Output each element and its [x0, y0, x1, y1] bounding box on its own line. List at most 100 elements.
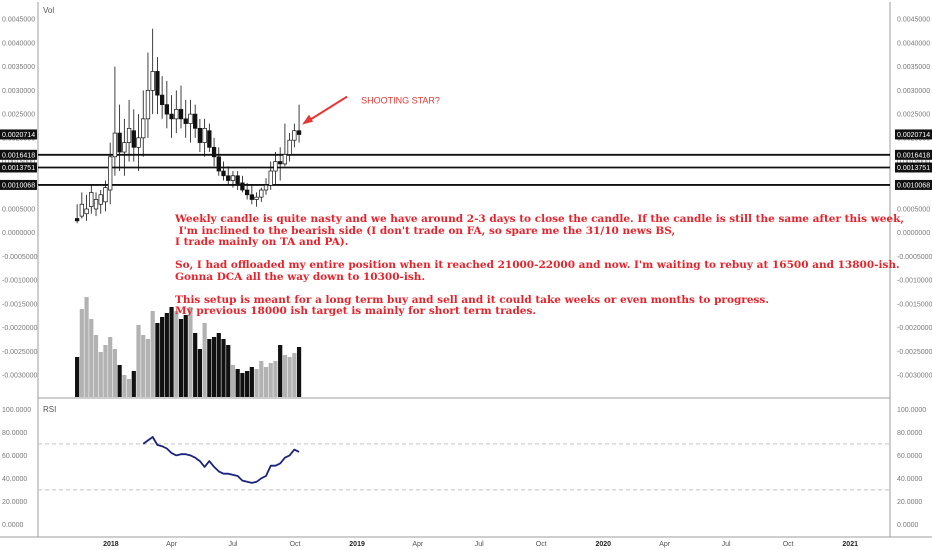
candle-body: [278, 161, 283, 165]
rsi-line: [142, 436, 300, 484]
volume-bar: [249, 367, 254, 397]
price-y-tick-left: 0.0035000: [2, 64, 35, 71]
x-tick-label: Apr: [412, 541, 424, 548]
candle-body: [174, 109, 179, 120]
candle-body: [268, 170, 273, 186]
volume-bar: [75, 357, 80, 397]
volume-bar: [112, 349, 118, 397]
x-tick-label: Jul: [475, 541, 484, 548]
volume-bar: [245, 371, 250, 397]
price-pane[interactable]: Vol 0.0045000 0.0045000 0.0040000 0.0040000 0…: [0, 6, 932, 380]
candle-body: [141, 118, 146, 139]
price-y-tick-right: 0.0025000: [897, 112, 930, 119]
rsi-y-tick-right: 0.0000: [897, 522, 919, 529]
candle-body: [169, 113, 174, 120]
time-axis[interactable]: 2018 Apr Jul Oct 2019 Apr Jul Oct 2020 Apr Jul Oct 2…: [103, 541, 858, 548]
price-y-tick-left: 0.0030000: [2, 88, 35, 95]
annotation-arrow-head: [302, 114, 314, 125]
volume-bar: [183, 315, 188, 397]
x-tick-label: Oct: [290, 541, 301, 548]
x-tick-label: Oct: [783, 541, 794, 548]
volume-bar: [278, 345, 283, 397]
volume-bar: [268, 363, 273, 397]
price-y-tick-right: 0.0045000: [897, 17, 930, 24]
candle-body: [155, 71, 160, 96]
candle-body: [216, 156, 221, 172]
volume-bar: [117, 365, 122, 397]
price-y-tick-right: 0.0000000: [897, 230, 930, 237]
price-y-tick-right: 0.0005000: [897, 206, 930, 213]
price-y-tick-left: -0.0010000: [2, 278, 38, 285]
candle-body: [84, 208, 89, 215]
annotation-arrow: [302, 95, 348, 125]
volume-bar: [226, 345, 231, 397]
volume-bar: [240, 373, 245, 397]
volume-bar: [131, 371, 136, 397]
volume-bar: [136, 325, 141, 397]
volume-bar: [193, 333, 198, 397]
candle-body: [150, 71, 155, 91]
annotation-arrow-shaft: [306, 95, 348, 123]
candle-body: [126, 127, 132, 143]
price-y-tick-right: -0.0030000: [897, 373, 932, 380]
x-tick-label: Jul: [722, 541, 731, 548]
price-y-tick-left: -0.0030000: [2, 373, 38, 380]
candle-body: [122, 142, 127, 153]
rsi-pane[interactable]: RSI 100.0000 100.0000 80.0000 80.0000 60.0000…: [2, 405, 926, 529]
volume-bar: [84, 297, 89, 397]
x-tick-label: Apr: [166, 541, 178, 548]
price-level-tag-right: [895, 162, 932, 173]
price-level-tag-right-text: 0.0016418: [897, 152, 930, 159]
price-level-tag-left-text: 0.0013751: [2, 165, 35, 172]
price-level-tag-left: [0, 162, 37, 173]
rsi-y-tick-left: 60.0000: [2, 453, 27, 460]
price-level-tag-right-text: 0.0013751: [897, 165, 930, 172]
candle-body: [117, 132, 122, 153]
rsi-y-tick-right: 100.0000: [897, 407, 926, 414]
volume-bar: [197, 349, 203, 397]
price-level-tag-left-text: 0.0016418: [2, 152, 35, 159]
annotation-text: SHOOTING STAR?: [361, 96, 440, 106]
price-y-tick-right: -0.0025000: [897, 349, 932, 356]
candle-body: [263, 184, 269, 191]
price-pane-label: Vol: [43, 6, 54, 15]
volume-bar: [103, 345, 108, 397]
x-tick-label: Jul: [228, 541, 237, 548]
rsi-y-tick-right: 40.0000: [897, 476, 922, 483]
candle-body: [221, 170, 226, 177]
rsi-y-tick-left: 100.0000: [2, 407, 31, 414]
candle-body: [292, 130, 297, 141]
price-y-tick-right: 0.0040000: [897, 40, 930, 47]
candle-body: [230, 175, 236, 181]
rsi-y-tick-right: 20.0000: [897, 499, 922, 506]
price-y-tick-left: -0.0025000: [2, 349, 38, 356]
volume-bar: [211, 337, 217, 397]
candle-body: [79, 203, 84, 217]
volume-bar: [188, 307, 193, 397]
candle-body: [136, 137, 141, 148]
candle-body: [164, 104, 169, 115]
candle-body: [131, 130, 136, 148]
candle-body: [74, 218, 80, 222]
volume-bar: [207, 339, 212, 397]
x-tick-label: Apr: [659, 541, 671, 548]
candle-body: [183, 118, 188, 124]
price-y-tick-right: -0.0020000: [897, 325, 932, 332]
volume-bar: [178, 319, 184, 397]
volume-bar: [145, 339, 151, 397]
candle-body: [249, 194, 254, 200]
price-y-tick-left: 0.0000000: [2, 230, 35, 237]
candle-body: [259, 189, 264, 198]
candle-body: [282, 154, 288, 165]
volume-bar: [164, 313, 169, 397]
candle-body: [112, 132, 118, 158]
candle-body: [93, 199, 99, 210]
volume-bar: [254, 369, 259, 397]
x-tick-label: 2018: [103, 541, 119, 548]
price-y-tick-left: 0.0040000: [2, 40, 35, 47]
rsi-y-tick-right: 80.0000: [897, 430, 922, 437]
volume-bar: [263, 367, 269, 397]
candle-body: [296, 130, 302, 135]
volume-bar: [296, 347, 302, 397]
